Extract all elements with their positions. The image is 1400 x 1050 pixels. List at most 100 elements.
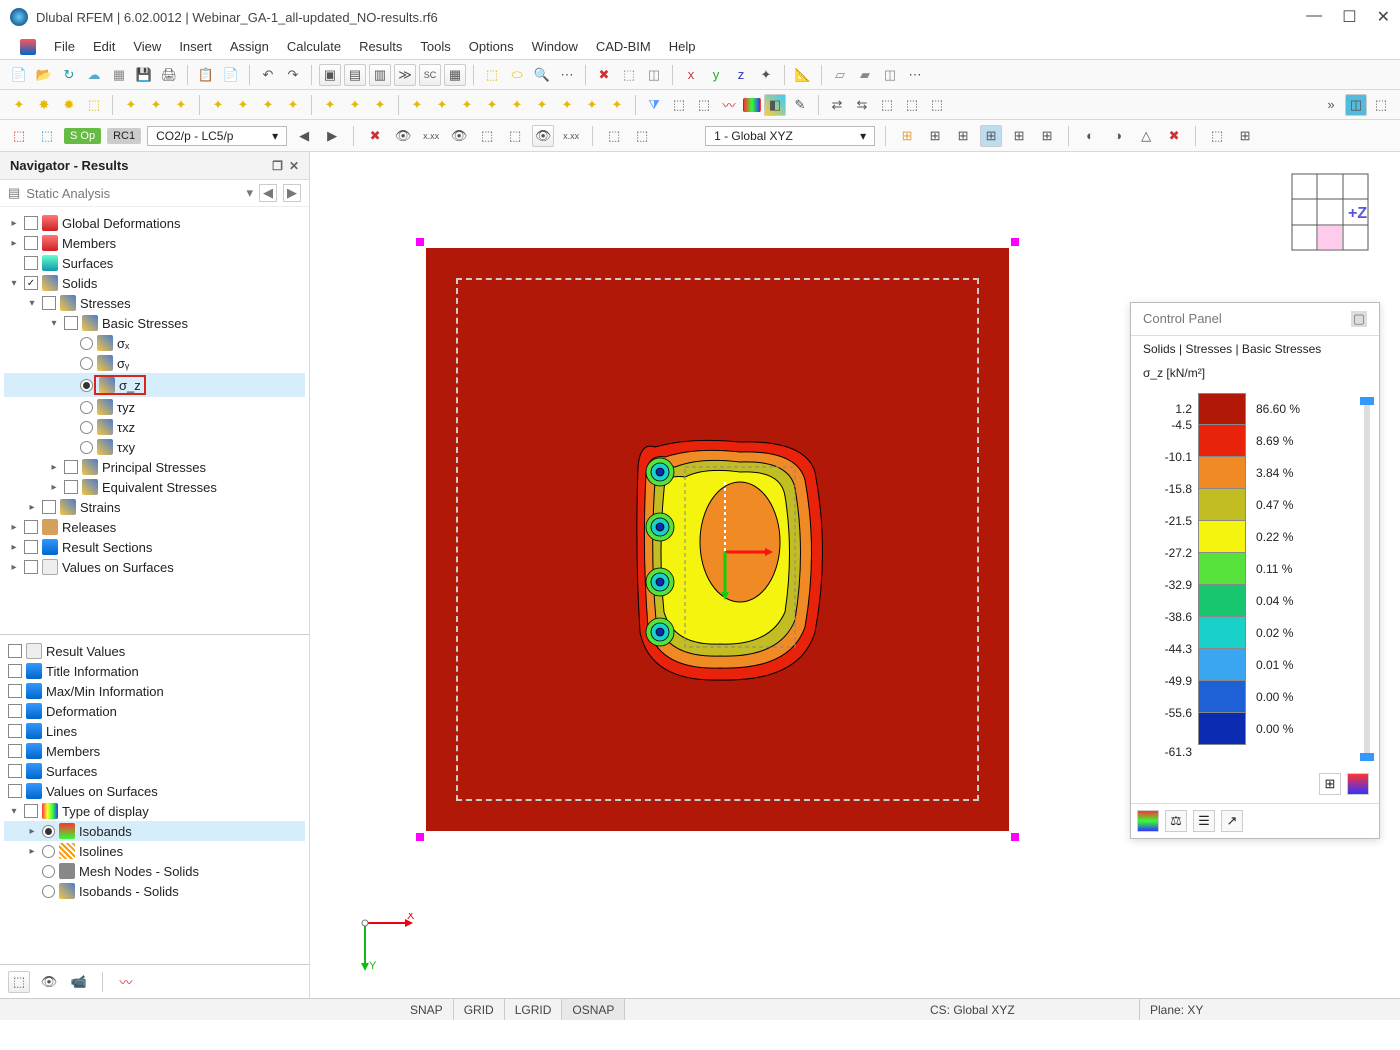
status-snap[interactable]: SNAP <box>400 999 454 1020</box>
r3-17[interactable]: ⊞ <box>1008 125 1030 147</box>
new-icon[interactable]: 📄 <box>8 64 30 86</box>
menu-edit[interactable]: Edit <box>93 39 115 54</box>
tree-members[interactable]: ▸Members <box>4 233 305 253</box>
view2-icon[interactable]: ▤ <box>344 64 366 86</box>
nav-tab-1[interactable]: ⬚ <box>8 971 30 993</box>
tree-txy[interactable]: τxy <box>4 437 305 457</box>
r3-12[interactable]: ⬚ <box>631 125 653 147</box>
tree-sz[interactable]: σ_z <box>4 373 305 397</box>
menu-results[interactable]: Results <box>359 39 402 54</box>
status-lgrid[interactable]: LGRID <box>505 999 563 1020</box>
tree-basic-stresses[interactable]: ▾Basic Stresses <box>4 313 305 333</box>
menu-file[interactable]: File <box>54 39 75 54</box>
r3-4[interactable]: 👁 <box>392 125 414 147</box>
t2-13[interactable]: ✦ <box>344 94 366 116</box>
select-icon[interactable]: ⬚ <box>481 64 503 86</box>
menu-view[interactable]: View <box>133 39 161 54</box>
menu-window[interactable]: Window <box>532 39 578 54</box>
opt-lines[interactable]: Lines <box>4 721 305 741</box>
analysis-selector[interactable]: ▤ Static Analysis ▾◀▶ <box>0 180 309 207</box>
tree-result-sections[interactable]: ▸Result Sections <box>4 537 305 557</box>
t2-6[interactable]: ✦ <box>145 94 167 116</box>
r3-13[interactable]: ⊞ <box>896 125 918 147</box>
cp-tab-1[interactable] <box>1137 810 1159 832</box>
tree-global-def[interactable]: ▸Global Deformations <box>4 213 305 233</box>
t2-30[interactable]: ⇄ <box>826 94 848 116</box>
paste-icon[interactable]: 📄 <box>220 64 242 86</box>
t2-8[interactable]: ✦ <box>207 94 229 116</box>
t2-24[interactable]: ⬚ <box>668 94 690 116</box>
axisx-icon[interactable]: x <box>680 64 702 86</box>
opt-surfaces[interactable]: Surfaces <box>4 761 305 781</box>
legend-opt2[interactable] <box>1347 773 1369 795</box>
loadcase-dropdown[interactable]: CO2/p - LC5/p▾ <box>147 126 287 146</box>
tree-sy[interactable]: σᵧ <box>4 353 305 373</box>
r3-19[interactable]: ◐ <box>1079 125 1101 147</box>
r3-11[interactable]: ⬚ <box>603 125 625 147</box>
t2-5[interactable]: ✦ <box>120 94 142 116</box>
print-icon[interactable]: 🖨 <box>158 64 180 86</box>
t2-20[interactable]: ✦ <box>531 94 553 116</box>
r3-10[interactable]: x.xx <box>560 125 582 147</box>
t2-32[interactable]: ⬚ <box>876 94 898 116</box>
close-panel-icon[interactable]: ✕ <box>289 159 299 173</box>
view3-icon[interactable]: ▥ <box>369 64 391 86</box>
shade-icon[interactable]: ▰ <box>854 64 876 86</box>
r3-7[interactable]: ⬚ <box>476 125 498 147</box>
refresh-icon[interactable]: ↻ <box>58 64 80 86</box>
filter-icon[interactable]: ⧩ <box>643 94 665 116</box>
nav-tab-4[interactable]: 〰 <box>115 971 137 993</box>
app-menu-icon[interactable] <box>20 39 36 55</box>
save-icon[interactable]: 💾 <box>133 64 155 86</box>
r3-23[interactable]: ⬚ <box>1206 125 1228 147</box>
opt-meshnodes[interactable]: Mesh Nodes - Solids <box>4 861 305 881</box>
slider-bot[interactable] <box>1360 753 1374 761</box>
tree-equiv[interactable]: ▸Equivalent Stresses <box>4 477 305 497</box>
legend-slider[interactable] <box>1364 405 1370 753</box>
close-button[interactable]: ✕ <box>1377 7 1390 27</box>
r3-18[interactable]: ⊞ <box>1036 125 1058 147</box>
undo-icon[interactable]: ↶ <box>257 64 279 86</box>
t2-9[interactable]: ✦ <box>232 94 254 116</box>
axisz-icon[interactable]: z <box>730 64 752 86</box>
t2-1[interactable]: ✦ <box>8 94 30 116</box>
open-icon[interactable]: 📂 <box>33 64 55 86</box>
block-icon[interactable]: ▦ <box>108 64 130 86</box>
script-icon[interactable]: ≫ <box>394 64 416 86</box>
t2-14[interactable]: ✦ <box>369 94 391 116</box>
cloud-icon[interactable]: ☁ <box>83 64 105 86</box>
t2-26[interactable]: 〰 <box>718 94 740 116</box>
menu-help[interactable]: Help <box>669 39 696 54</box>
t2-19[interactable]: ✦ <box>506 94 528 116</box>
wire-icon[interactable]: ▱ <box>829 64 851 86</box>
measure-icon[interactable]: 📐 <box>792 64 814 86</box>
r3-22[interactable]: ✖ <box>1163 125 1185 147</box>
nav-tab-3[interactable]: 📹 <box>68 971 90 993</box>
t2-35[interactable]: ◫ <box>1345 94 1367 116</box>
menu-tools[interactable]: Tools <box>420 39 450 54</box>
menu-assign[interactable]: Assign <box>230 39 269 54</box>
status-osnap[interactable]: OSNAP <box>562 999 625 1020</box>
axis3d-icon[interactable]: ✦ <box>755 64 777 86</box>
t2-4[interactable]: ⬚ <box>83 94 105 116</box>
grid-icon[interactable]: ▦ <box>444 64 466 86</box>
r3-16[interactable]: ⊞ <box>980 125 1002 147</box>
nav-tab-2[interactable]: 👁 <box>38 971 60 993</box>
t2-34[interactable]: ⬚ <box>926 94 948 116</box>
t2-29[interactable]: ✎ <box>789 94 811 116</box>
find-icon[interactable]: 🔍 <box>531 64 553 86</box>
opt-deformation[interactable]: Deformation <box>4 701 305 721</box>
coordsys-dropdown[interactable]: 1 - Global XYZ▾ <box>705 126 875 146</box>
opt-type-display[interactable]: ▾Type of display <box>4 801 305 821</box>
opt-members[interactable]: Members <box>4 741 305 761</box>
tree-stresses[interactable]: ▾Stresses <box>4 293 305 313</box>
opt-title-info[interactable]: Title Information <box>4 661 305 681</box>
trans-icon[interactable]: ◫ <box>879 64 901 86</box>
more1-icon[interactable]: ⋯ <box>556 64 578 86</box>
opt-result-values[interactable]: Result Values <box>4 641 305 661</box>
r3-6[interactable]: 👁 <box>448 125 470 147</box>
t2-16[interactable]: ✦ <box>431 94 453 116</box>
tree-sx[interactable]: σₓ <box>4 333 305 353</box>
r3-14[interactable]: ⊞ <box>924 125 946 147</box>
t2-25[interactable]: ⬚ <box>693 94 715 116</box>
